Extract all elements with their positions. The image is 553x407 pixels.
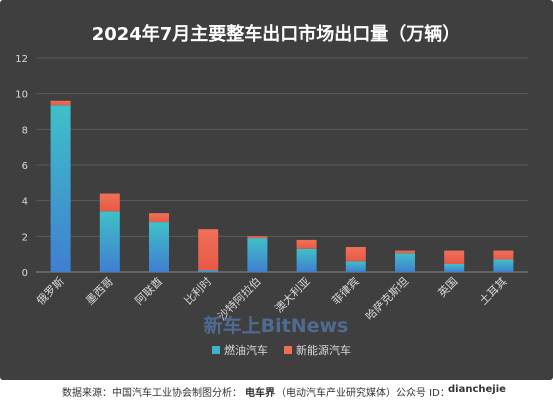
y-axis-ticks: 0 2 4 6 8 10 12 — [15, 54, 28, 279]
bar-segment-fuel — [50, 105, 71, 272]
chart: 2024年7月主要整车出口市场出口量（万辆） 024681012 俄罗斯 墨西哥阿… — [0, 0, 553, 380]
bar-segment-nev — [345, 247, 366, 262]
footer-producer-note: （电动汽车产业研究媒体） — [276, 388, 396, 399]
footer-source: 数据来源：中国汽车工业协会 — [62, 388, 192, 399]
y-tick-label: 0 — [22, 268, 28, 279]
bar-segment-nev — [247, 236, 268, 239]
y-tick-label: 6 — [22, 161, 28, 172]
bar-segment-fuel — [493, 259, 514, 272]
y-tick-label: 10 — [15, 90, 28, 101]
bar-segment-nev — [149, 213, 169, 223]
bar-segment-fuel — [247, 238, 268, 272]
chart-background — [0, 0, 553, 380]
bars — [50, 100, 514, 272]
bar-segment-fuel — [296, 248, 317, 272]
bar-segment-nev — [395, 250, 415, 254]
legend-swatch — [284, 346, 292, 354]
footer-account-id: dianchejie — [448, 384, 506, 395]
bar-segment-fuel — [444, 263, 465, 272]
footer-producer-label: 制图分析： — [192, 388, 242, 399]
bar-segment-nev — [296, 239, 317, 249]
bar-segment-nev — [198, 229, 219, 271]
bar-segment-fuel — [198, 270, 219, 272]
bar-segment-nev — [99, 193, 120, 212]
bar-segment-nev — [50, 100, 71, 106]
footer-producer: 电车界 — [245, 388, 275, 399]
bar-segment-fuel — [149, 222, 169, 272]
bar-segment-nev — [493, 250, 514, 260]
footer: 数据来源：中国汽车工业协会 制图分析： 电车界 （电动汽车产业研究媒体） 公众号… — [0, 384, 553, 402]
bar-segment-nev — [444, 250, 465, 264]
bar-segment-fuel — [99, 211, 120, 272]
chart-title: 2024年7月主要整车出口市场出口量（万辆） — [92, 23, 461, 45]
footer-account-label: 公众号 ID： — [396, 388, 450, 399]
bar-segment-fuel — [345, 261, 366, 272]
y-tick-label: 8 — [22, 125, 28, 136]
legend: 燃油汽车 新能源汽车 — [212, 343, 351, 357]
legend-label: 新能源汽车 — [296, 343, 351, 357]
bar-segment-fuel — [395, 253, 415, 272]
y-tick-label: 2 — [22, 232, 28, 243]
y-tick-label: 12 — [15, 54, 28, 65]
watermark: 新车上BitNews — [204, 314, 349, 337]
legend-label: 燃油汽车 — [224, 343, 268, 357]
legend-swatch — [212, 346, 220, 354]
y-tick-label: 4 — [22, 197, 28, 208]
